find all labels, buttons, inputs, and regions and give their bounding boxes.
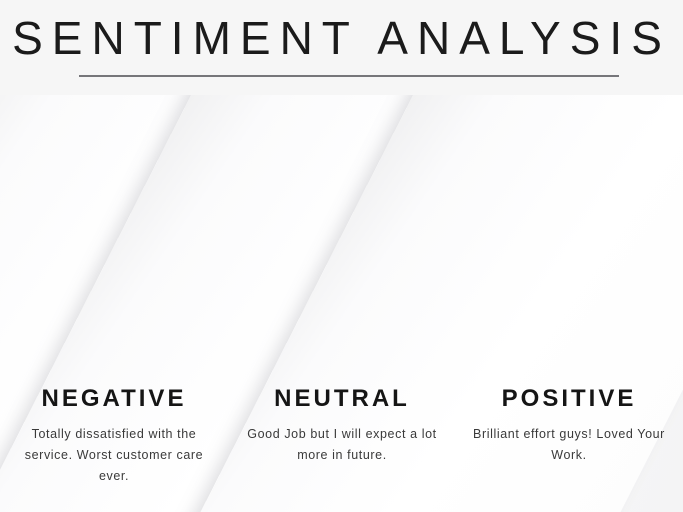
caption-negative: NEGATIVE Totally dissatisfied with the s… (0, 382, 228, 487)
caption-positive: POSITIVE Brilliant effort guys! Loved Yo… (455, 382, 683, 466)
captions: NEGATIVE Totally dissatisfied with the s… (0, 382, 683, 512)
page-title: SENTIMENT ANALYSIS (12, 12, 671, 64)
caption-title-neutral: NEUTRAL (274, 385, 410, 412)
header: SENTIMENT ANALYSIS (0, 0, 683, 95)
caption-body-neutral: Good Job but I will expect a lot more in… (247, 427, 437, 462)
caption-title-positive: POSITIVE (501, 385, 637, 412)
caption-neutral: NEUTRAL Good Job but I will expect a lot… (228, 382, 456, 466)
caption-body-positive: Brilliant effort guys! Loved Your Work. (473, 427, 665, 462)
title-divider (79, 75, 619, 77)
sentiment-panels (0, 95, 683, 512)
caption-title-negative: NEGATIVE (41, 385, 187, 412)
caption-body-negative: Totally dissatisfied with the service. W… (24, 427, 204, 483)
